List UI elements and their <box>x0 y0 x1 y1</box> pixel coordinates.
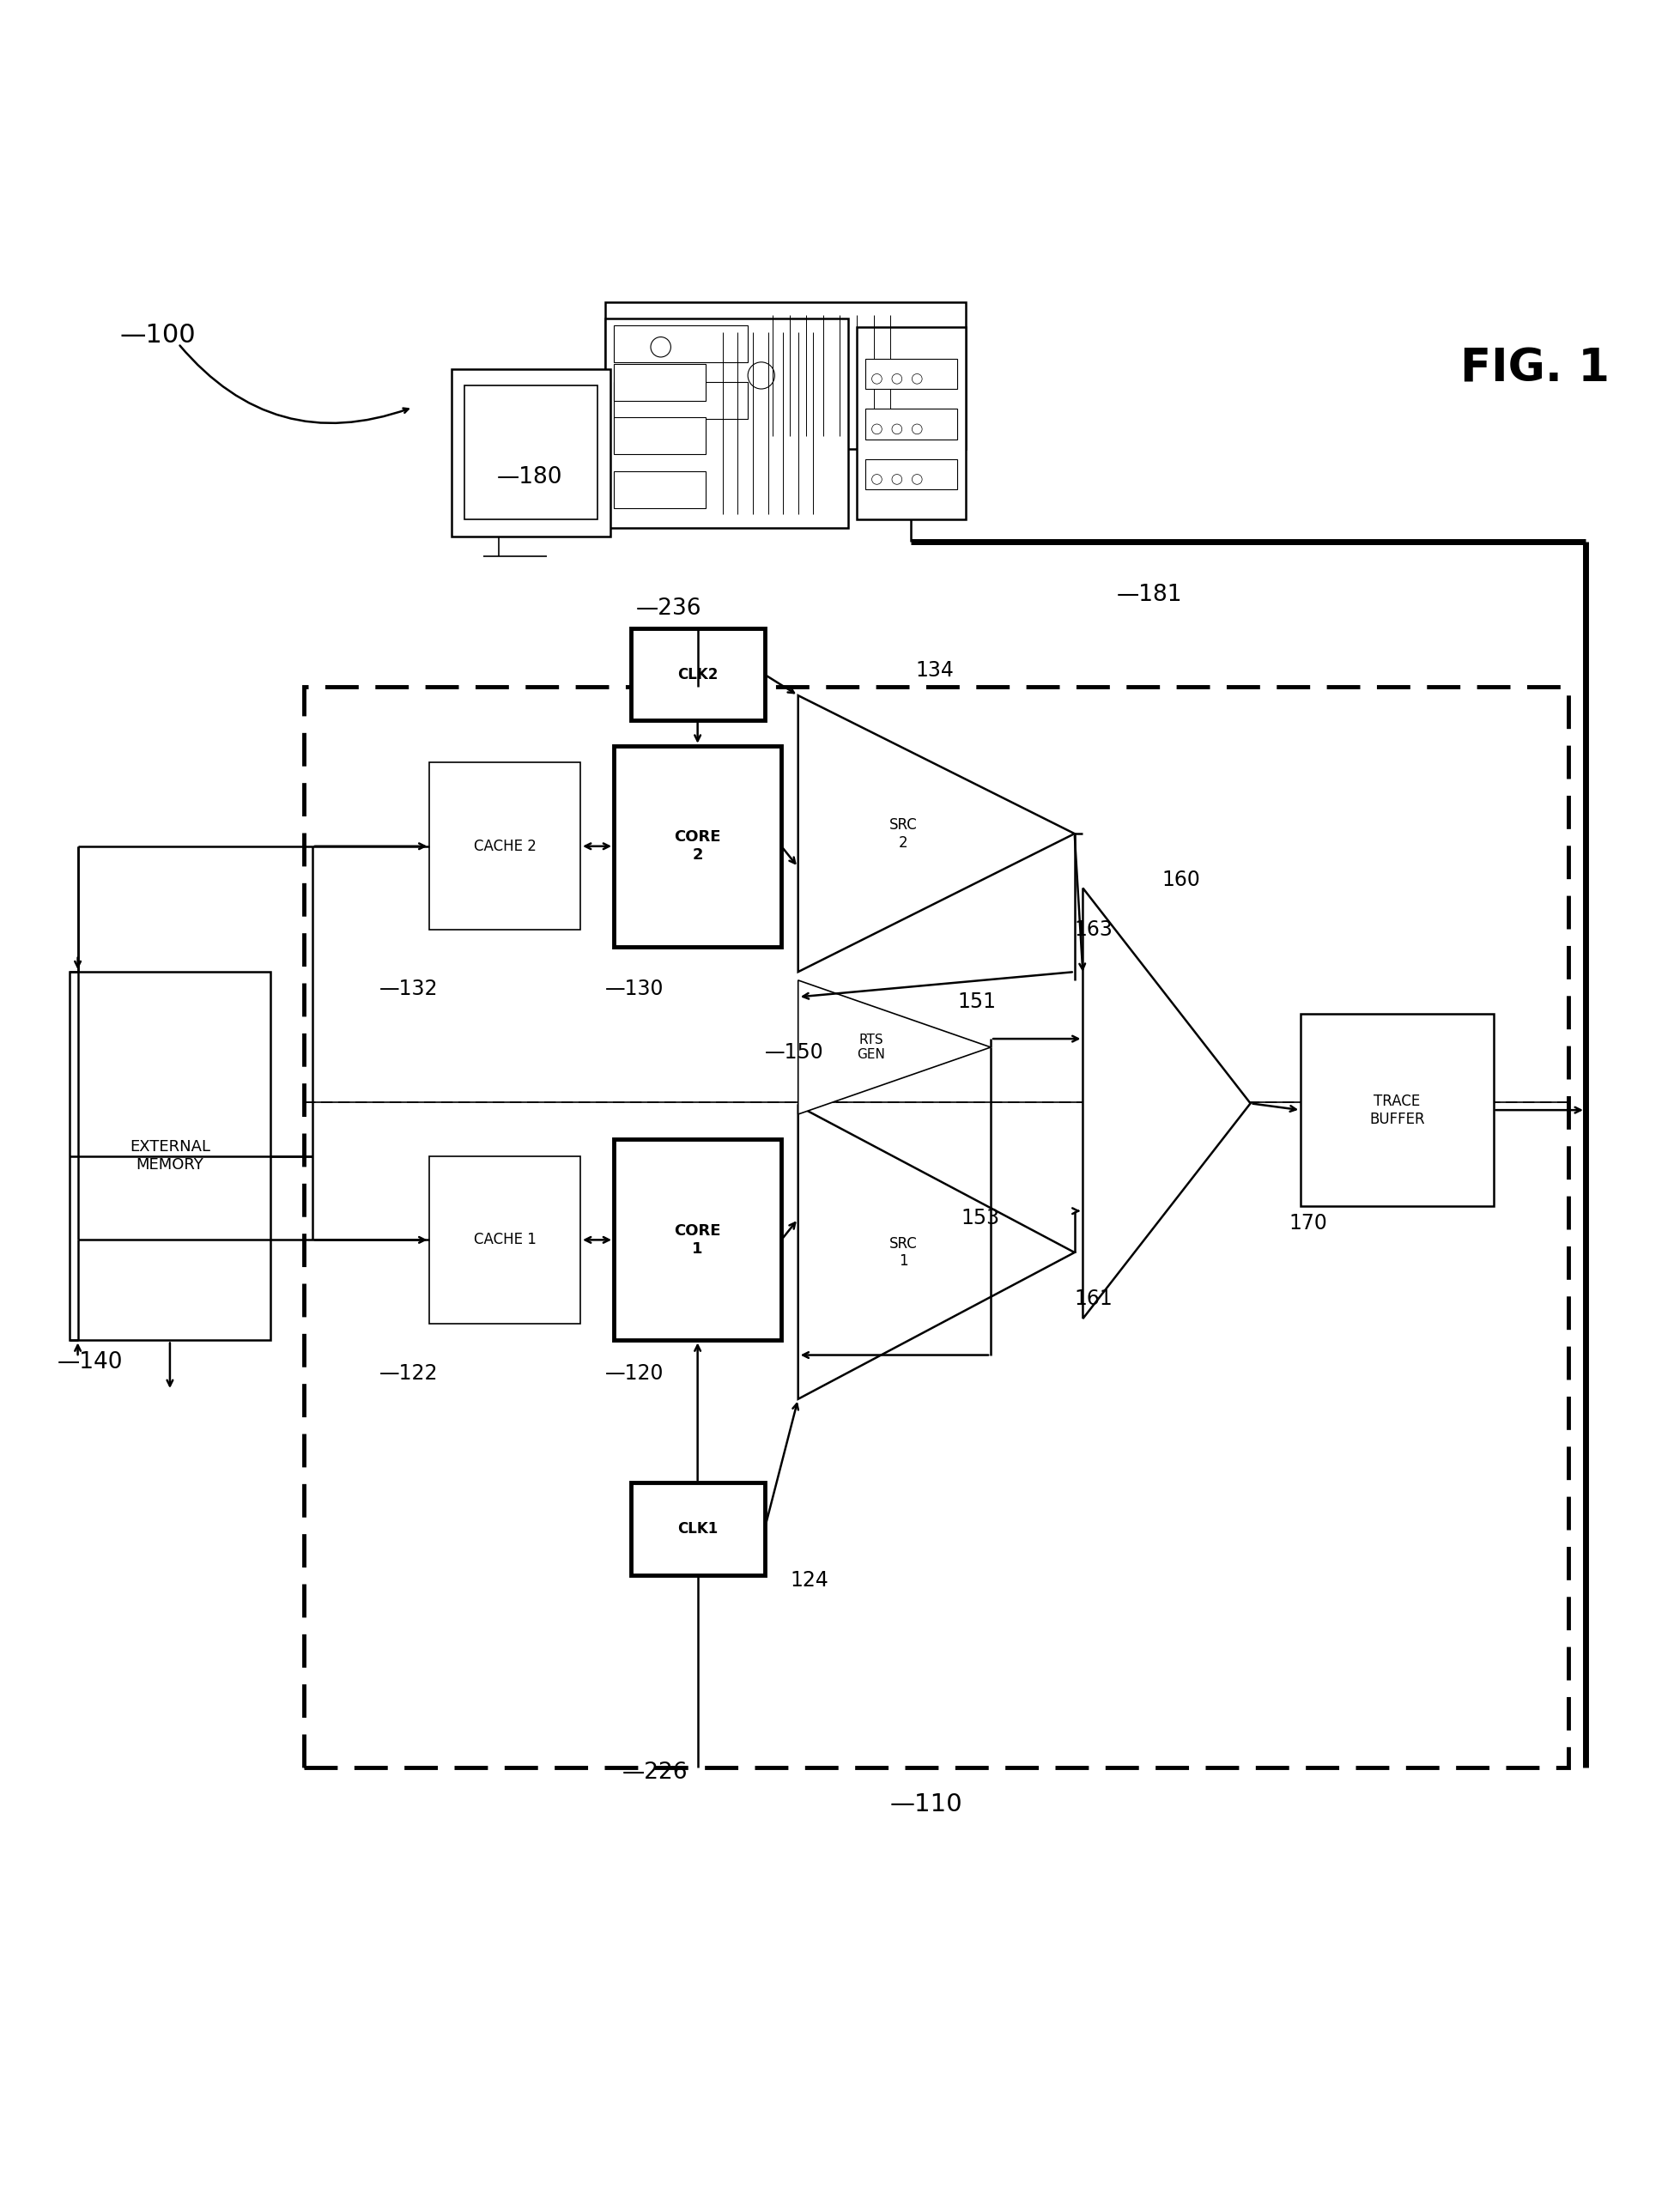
Bar <box>613 1139 781 1341</box>
Text: CACHE 1: CACHE 1 <box>474 1231 536 1247</box>
Bar <box>304 687 1569 1767</box>
Text: —236: —236 <box>635 597 701 619</box>
Bar <box>605 301 966 450</box>
Bar <box>613 382 748 419</box>
Text: —180: —180 <box>497 468 563 489</box>
Text: 163: 163 <box>1075 920 1114 939</box>
Text: FIG. 1: FIG. 1 <box>1460 347 1609 391</box>
Bar <box>613 325 748 362</box>
Text: —140: —140 <box>57 1350 123 1374</box>
Text: 160: 160 <box>1161 869 1200 889</box>
Text: CACHE 2: CACHE 2 <box>474 838 536 854</box>
Text: 124: 124 <box>790 1569 828 1589</box>
Text: CORE
2: CORE 2 <box>674 830 721 863</box>
Text: —122: —122 <box>380 1363 438 1385</box>
Text: —110: —110 <box>890 1793 963 1817</box>
Bar <box>430 1157 580 1324</box>
Text: CLK2: CLK2 <box>677 667 717 683</box>
Polygon shape <box>798 1106 1075 1398</box>
Text: SRC
2: SRC 2 <box>889 817 917 849</box>
Text: RTS
GEN: RTS GEN <box>857 1034 885 1060</box>
Bar <box>630 1484 764 1576</box>
Polygon shape <box>798 981 991 1115</box>
Bar <box>865 408 958 439</box>
Text: 151: 151 <box>958 992 996 1012</box>
Bar <box>613 417 706 454</box>
Bar <box>857 327 966 520</box>
Text: 161: 161 <box>1075 1288 1112 1308</box>
Text: —100: —100 <box>119 323 197 347</box>
Text: 153: 153 <box>961 1207 1000 1229</box>
Bar <box>430 762 580 931</box>
Text: —181: —181 <box>1117 584 1183 606</box>
Bar <box>465 386 596 520</box>
Polygon shape <box>798 696 1075 972</box>
Bar <box>613 364 706 402</box>
Text: SRC
1: SRC 1 <box>889 1236 917 1269</box>
Bar <box>613 746 781 946</box>
Text: —132: —132 <box>380 979 438 999</box>
Text: —150: —150 <box>764 1043 823 1062</box>
Text: CLK1: CLK1 <box>677 1521 717 1536</box>
Polygon shape <box>1084 889 1250 1319</box>
Text: —120: —120 <box>605 1363 664 1385</box>
Bar <box>865 459 958 489</box>
Text: —226: —226 <box>622 1760 687 1785</box>
Text: 170: 170 <box>1289 1214 1327 1234</box>
Bar <box>613 472 706 507</box>
Bar <box>452 369 610 536</box>
Text: CORE
1: CORE 1 <box>674 1223 721 1256</box>
Bar <box>605 318 848 529</box>
Bar <box>69 972 270 1341</box>
Text: EXTERNAL
MEMORY: EXTERNAL MEMORY <box>129 1139 210 1172</box>
Text: TRACE
BUFFER: TRACE BUFFER <box>1369 1093 1425 1126</box>
Text: 134: 134 <box>916 661 954 680</box>
Bar <box>630 628 764 720</box>
Bar <box>865 358 958 389</box>
Bar <box>1300 1014 1494 1207</box>
Text: —130: —130 <box>605 979 664 999</box>
